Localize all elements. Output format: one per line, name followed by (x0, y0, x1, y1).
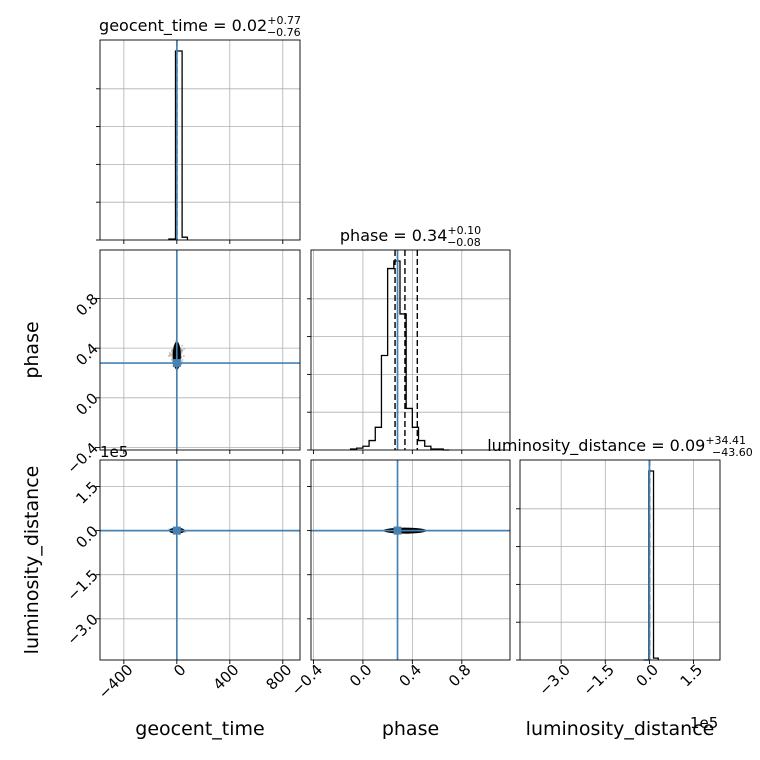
scatter-phase-vs-luminosity_distance-grid (311, 460, 510, 660)
ytick-label-phase: 0.8 (72, 290, 102, 320)
scatter-geocent_time-vs-phase-sample-point (170, 353, 173, 356)
title-sub-geocent_time: −0.76 (267, 26, 301, 39)
xtick-label-luminosity_distance: −1.5 (580, 661, 618, 699)
scatter-geocent_time-vs-phase-sample-point (169, 354, 172, 357)
ytick-label-luminosity_distance: −3.0 (63, 610, 101, 648)
scatter-geocent_time-vs-luminosity_distance-sample-point (184, 530, 187, 534)
hist-geocent_time-grid (100, 40, 300, 240)
title-sup-luminosity_distance: +34.41 (705, 434, 746, 447)
ytick-label-luminosity_distance: 1.5 (72, 478, 102, 508)
title-phase: phase = 0.34+0.10 −0.08 (340, 224, 481, 249)
x-axis-label-phase: phase (382, 718, 439, 740)
title-luminosity_distance: luminosity_distance = 0.09+34.41 −43.60 (487, 434, 753, 459)
y-axis-label-phase: phase (21, 321, 43, 378)
scatter-phase-vs-luminosity_distance-truth-marker (393, 526, 402, 535)
hist-geocent_time-frame (99, 39, 301, 241)
scatter-phase-vs-luminosity_distance-frame (310, 459, 511, 661)
xtick-label-geocent_time: −400 (95, 661, 137, 703)
xtick-label-phase: 0.0 (346, 661, 376, 691)
y-axis-label-luminosity_distance: luminosity_distance (21, 466, 43, 655)
scatter-geocent_time-vs-phase-sample-point (167, 354, 170, 358)
hist-phase-frame (310, 249, 511, 451)
xtick-label-phase: 0.4 (395, 661, 425, 691)
x-offset-label-luminosity-distance: 1e5 (690, 714, 718, 732)
hist-luminosity_distance-grid (520, 460, 720, 660)
scatter-geocent_time-vs-phase-sample-point (170, 358, 174, 361)
title-base-luminosity_distance: luminosity_distance = 0.09 (487, 436, 705, 456)
scatter-geocent_time-vs-phase-sample-point (181, 344, 184, 347)
title-sub-luminosity_distance: −43.60 (712, 446, 753, 459)
scatter-geocent_time-vs-phase-sample-point (183, 347, 186, 351)
title-geocent_time: geocent_time = 0.02+0.77 −0.76 (99, 14, 301, 39)
scatter-geocent_time-vs-phase-sample-point (180, 349, 183, 352)
scatter-geocent_time-vs-phase-sample-point (182, 354, 185, 358)
title-base-phase: phase = 0.34 (340, 226, 447, 245)
ytick-label-luminosity_distance: 0.0 (72, 522, 102, 552)
ytick-label-phase: 0.0 (72, 389, 102, 419)
hist-geocent_time-step (168, 50, 189, 240)
title-sup-phase: +0.10 (447, 224, 481, 237)
scatter-geocent_time-vs-phase-truth-marker (172, 359, 181, 368)
scatter-geocent_time-vs-phase-frame (99, 249, 301, 451)
scatter-geocent_time-vs-luminosity_distance-truth-marker (172, 526, 181, 535)
scatter-geocent_time-vs-phase-sample-point (181, 349, 184, 352)
ytick-label-phase: 0.4 (72, 340, 102, 370)
hist-phase-step (349, 260, 450, 451)
scatter-geocent_time-vs-phase-sample-point (180, 349, 183, 352)
xtick-label-geocent_time: 0 (170, 661, 189, 680)
scatter-geocent_time-vs-phase-sample-point (171, 349, 174, 352)
scatter-geocent_time-vs-phase-sample-point (171, 351, 174, 354)
hist-phase-grid (311, 250, 510, 450)
scatter-geocent_time-vs-phase-sample-point (168, 351, 171, 354)
scatter-geocent_time-vs-luminosity_distance-grid (100, 460, 300, 660)
scatter-geocent_time-vs-phase-sample-point (170, 349, 174, 352)
title-base-geocent_time: geocent_time = 0.02 (99, 16, 267, 36)
scatter-geocent_time-vs-phase-sample-point (181, 358, 184, 361)
scatter-geocent_time-vs-luminosity_distance-frame (99, 459, 301, 661)
hist-luminosity_distance-frame (519, 459, 721, 661)
scatter-geocent_time-vs-phase-sample-point (170, 358, 174, 361)
scatter-geocent_time-vs-phase-sample-point (180, 349, 183, 352)
xtick-label-phase: −0.4 (288, 661, 326, 699)
y-offset-label-luminosity-distance: 1e5 (100, 443, 128, 461)
xtick-label-luminosity_distance: 0.0 (633, 661, 663, 691)
scatter-geocent_time-vs-phase-sample-point (168, 353, 171, 356)
xtick-label-luminosity_distance: −3.0 (535, 661, 573, 699)
xtick-label-geocent_time: 400 (210, 661, 243, 694)
scatter-geocent_time-vs-phase-sample-point (180, 351, 183, 354)
ytick-label-luminosity_distance: −1.5 (63, 566, 101, 604)
x-axis-label-geocent_time: geocent_time (135, 718, 264, 740)
title-sup-geocent_time: +0.77 (267, 14, 301, 27)
xtick-label-phase: 0.8 (445, 661, 475, 691)
ytick-label-phase: −0.4 (63, 439, 101, 477)
scatter-geocent_time-vs-phase-grid (100, 250, 300, 450)
hist-luminosity_distance-step (643, 470, 659, 661)
x-axis-label-luminosity_distance: luminosity_distance (526, 718, 715, 740)
xtick-label-luminosity_distance: 1.5 (677, 661, 707, 691)
title-sub-phase: −0.08 (447, 236, 481, 249)
